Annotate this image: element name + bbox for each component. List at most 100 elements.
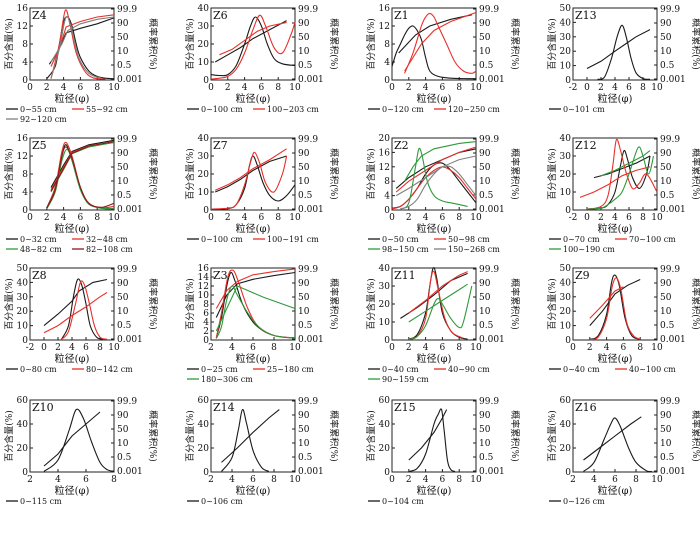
cumulative-line-0 [43,411,101,467]
y-left-title: 百分含量(%) [365,148,377,200]
y-tick-label: 0 [22,336,28,346]
x-tick-label: 0 [41,343,47,353]
y-tick-label: 40 [560,420,572,430]
legend-label: 0~50 cm [382,235,419,244]
right-tick-label: 0.001 [117,335,143,345]
y-tick-label: 0 [22,206,28,216]
right-tick-label: 99.9 [479,5,499,15]
x-tick-label: 6 [83,343,89,353]
y-left-title: 百分含量(%) [3,148,15,200]
right-tick-label: 0.5 [298,191,313,201]
y-tick-label: 0 [203,468,209,478]
legend-label: 120~250 cm [448,105,500,114]
y-tick-label: 20 [198,170,210,180]
x-tick-label: 10 [470,343,482,353]
right-tick-label: 90 [298,411,310,421]
y-tick-label: 20 [17,444,29,454]
y-right-title: 概率累积(%) [328,18,340,70]
x-tick-label: 2 [406,83,412,93]
y-right-title: 概率累积(%) [690,410,700,462]
y-tick-label: 10 [198,291,210,301]
frequency-curve-1 [404,12,477,74]
y-left-title: 百分含量(%) [184,18,196,70]
x-tick-label: 4 [61,213,67,223]
panel-label: Z15 [394,401,416,414]
right-tick-label: 99.9 [660,265,680,275]
frequency-curve-2 [215,285,296,339]
frequency-curve-1 [589,277,641,341]
frequency-curve-2 [408,285,473,341]
x-tick-label: 2 [208,475,214,485]
x-tick-label: 0 [584,83,590,93]
right-tick-label: 0.5 [479,321,494,331]
right-tick-label: 0.5 [660,61,675,71]
x-tick-label: 6 [621,343,627,353]
y-tick-label: 4 [384,192,390,202]
legend-label: 98~150 cm [382,245,429,254]
legend-label: 55~92 cm [86,105,128,114]
right-tick-label: 50 [660,33,672,43]
x-axis-title: 粒径(φ) [417,352,452,365]
x-tick-label: 8 [456,83,462,93]
cumulative-line-1 [395,146,477,193]
right-tick-label: 99.9 [298,265,318,275]
cumulative-line-0 [215,271,296,318]
y-tick-label: 30 [198,152,210,162]
y-tick-label: 0 [384,206,390,216]
right-tick-label: 50 [117,163,129,173]
y-tick-label: 40 [379,420,391,430]
cumulative-line-2 [50,16,115,63]
frequency-curve-0 [583,417,652,473]
x-axis-title: 粒径(φ) [417,222,452,235]
legend-label: 100~191 cm [267,235,319,244]
y-tick-label: 0 [565,206,571,216]
right-tick-label: 50 [479,33,491,43]
y-tick-label: 0 [203,336,209,346]
y-tick-label: 20 [379,300,391,310]
x-tick-label: 10 [289,83,301,93]
y-tick-label: 16 [17,134,29,144]
x-tick-label: 0 [584,213,590,223]
right-tick-label: 90 [298,19,310,29]
y-left-title: 百分含量(%) [3,410,15,462]
x-tick-label: -2 [569,83,578,93]
y-left-title: 百分含量(%) [184,148,196,200]
right-tick-label: 0.001 [298,335,324,345]
cumulative-line-1 [579,166,651,198]
y-right-title: 概率累积(%) [690,148,700,200]
panel-label: Z1 [394,9,409,22]
y-tick-label: 10 [198,58,210,68]
y-tick-label: 40 [198,134,210,144]
legend-label: 80~142 cm [86,365,133,374]
legend-label: 40~90 cm [448,365,490,374]
x-tick-label: 2 [406,475,412,485]
right-tick-label: 0.5 [660,453,675,463]
right-tick-label: 50 [298,163,310,173]
y-tick-label: 0 [384,336,390,346]
right-tick-label: 0.001 [117,205,143,215]
panel-label: Z4 [32,9,47,22]
right-tick-label: 90 [479,279,491,289]
x-axis-title: 粒径(φ) [236,352,271,365]
y-tick-label: 6 [203,309,209,319]
right-tick-label: 50 [298,33,310,43]
y-tick-label: 4 [384,58,390,68]
cumulative-line-0 [586,29,651,69]
y-left-title: 百分含量(%) [546,18,558,70]
frequency-curve-2 [586,146,655,210]
right-tick-label: 10 [298,177,310,187]
right-tick-label: 99.9 [117,5,137,15]
y-tick-label: 10 [560,62,572,72]
legend-label: 90~159 cm [382,375,429,384]
right-tick-label: 10 [660,307,672,317]
x-tick-label: 0 [27,83,33,93]
y-right-title: 概率累积(%) [509,278,521,330]
x-tick-label: 8 [94,83,100,93]
panel-label: Z7 [213,139,228,152]
cumulative-line-0 [408,409,448,461]
x-tick-label: 4 [423,213,429,223]
x-tick-label: 6 [612,475,618,485]
x-tick-label: 2 [598,83,604,93]
y-tick-label: 30 [560,293,572,303]
